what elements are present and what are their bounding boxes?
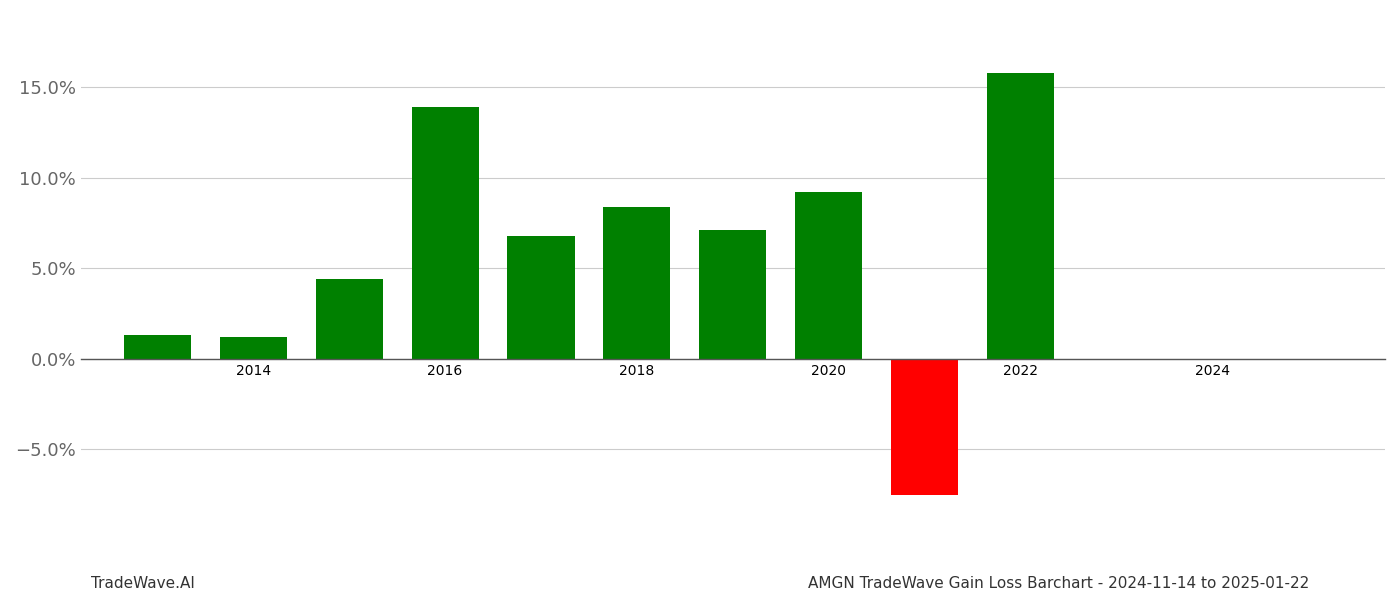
- Bar: [220, 337, 287, 359]
- Bar: [699, 230, 766, 359]
- Bar: [890, 359, 958, 494]
- Bar: [987, 73, 1054, 359]
- Bar: [603, 207, 671, 359]
- Bar: [795, 193, 862, 359]
- Bar: [315, 279, 382, 359]
- Text: AMGN TradeWave Gain Loss Barchart - 2024-11-14 to 2025-01-22: AMGN TradeWave Gain Loss Barchart - 2024…: [808, 576, 1309, 591]
- Text: TradeWave.AI: TradeWave.AI: [91, 576, 195, 591]
- Bar: [412, 107, 479, 359]
- Bar: [123, 335, 190, 359]
- Bar: [507, 236, 574, 359]
